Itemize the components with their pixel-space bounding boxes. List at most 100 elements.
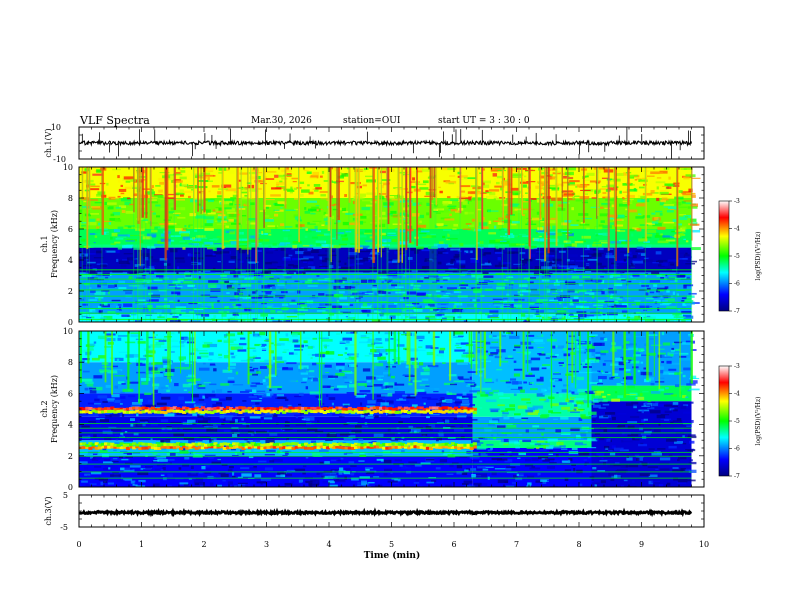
psd-speckle <box>322 244 334 248</box>
psd-speckle <box>510 223 517 226</box>
psd-speckle <box>179 194 184 197</box>
psd-speckle <box>444 218 455 221</box>
psd-speckle <box>445 262 455 266</box>
psd-speckle <box>515 477 523 481</box>
psd-speckle <box>225 319 229 322</box>
psd-speckle <box>554 460 561 464</box>
psd-speckle <box>457 250 462 252</box>
psd-speckle <box>209 364 216 366</box>
psd-speckle <box>609 206 617 210</box>
psd-speckle <box>479 460 483 463</box>
psd-speckle <box>561 181 570 184</box>
psd-speckle <box>352 200 356 205</box>
psd-speckle <box>377 378 383 381</box>
psd-speckle <box>294 395 302 398</box>
psd-speckle <box>619 251 628 253</box>
psd-speckle <box>337 385 343 388</box>
psd-speckle <box>585 372 594 374</box>
psd-speckle <box>408 241 415 245</box>
psd-speckle <box>139 357 147 361</box>
psd-speckle <box>406 396 416 399</box>
psd-speckle <box>381 244 390 247</box>
psd-speckle <box>376 348 388 353</box>
psd-speckle <box>276 343 285 346</box>
psd-speckle <box>103 461 114 464</box>
psd-speckle <box>527 278 530 281</box>
psd-speckle <box>212 267 216 271</box>
psd-speckle <box>438 430 444 433</box>
psd-speckle <box>84 387 89 391</box>
psd-speckle <box>306 171 312 174</box>
psd-speckle <box>549 261 553 263</box>
psd-speckle <box>232 384 244 386</box>
psd-speckle <box>133 247 142 250</box>
psd-speckle <box>87 246 94 249</box>
psd-speckle <box>456 465 463 469</box>
psd-speckle <box>320 198 327 200</box>
psd-speckle <box>381 238 391 243</box>
psd-speckle <box>572 302 580 304</box>
psd-speckle <box>504 279 509 281</box>
psd-speckle <box>471 274 476 278</box>
psd-speckle <box>424 258 430 262</box>
psd-speckle <box>302 377 308 381</box>
psd-speckle <box>629 201 638 204</box>
psd-speckle <box>336 180 344 183</box>
psd-speckle <box>245 389 253 392</box>
spheric <box>501 167 504 218</box>
psd-speckle <box>463 320 468 322</box>
psd-speckle <box>489 239 501 244</box>
psd-speckle <box>462 399 470 404</box>
psd-speckle <box>566 258 570 262</box>
psd-speckle <box>87 414 99 417</box>
psd-speckle <box>549 299 559 302</box>
psd-speckle <box>111 428 122 432</box>
psd-speckle <box>325 294 334 297</box>
psd-speckle <box>654 217 659 220</box>
spheric-tail <box>380 167 382 322</box>
psd-speckle <box>688 434 696 437</box>
spheric-tail <box>547 167 549 322</box>
psd-speckle <box>284 398 289 402</box>
psd-speckle <box>247 430 255 433</box>
psd-speckle <box>467 191 477 194</box>
psd-speckle <box>172 173 183 176</box>
psd-speckle <box>625 376 633 380</box>
psd-speckle <box>505 408 515 411</box>
psd-speckle <box>246 257 252 259</box>
psd-speckle <box>171 291 181 295</box>
psd-speckle <box>567 438 574 440</box>
psd-speckle <box>294 280 300 282</box>
psd-speckle <box>162 358 171 362</box>
psd-speckle <box>476 391 486 395</box>
psd-speckle <box>179 230 190 235</box>
psd-speckle <box>202 244 205 247</box>
psd-speckle <box>94 291 106 295</box>
psd-speckle <box>331 402 335 406</box>
psd-speckle <box>427 398 438 400</box>
psd-speckle <box>117 381 125 385</box>
psd-speckle <box>189 361 197 363</box>
psd-speckle <box>180 366 191 370</box>
psd-speckle <box>259 344 262 347</box>
psd-speckle <box>657 240 669 244</box>
psd-speckle <box>209 383 217 386</box>
spheric-tail <box>475 167 477 322</box>
psd-speckle <box>205 254 216 257</box>
psd-speckle <box>344 234 348 237</box>
psd-speckle <box>302 281 306 284</box>
psd-speckle <box>373 310 379 313</box>
psd-speckle <box>406 464 412 468</box>
psd-speckle <box>249 369 255 372</box>
spheric <box>357 167 360 253</box>
psd-speckle <box>524 319 528 322</box>
psd-speckle <box>449 175 456 177</box>
psd-speckle <box>164 413 175 417</box>
psd-speckle <box>257 280 262 283</box>
psd-speckle <box>259 331 266 336</box>
psd-speckle <box>497 479 509 484</box>
psd-speckle <box>381 232 386 236</box>
psd-speckle <box>234 292 244 296</box>
psd-speckle <box>665 239 676 242</box>
psd-speckle <box>165 225 175 229</box>
